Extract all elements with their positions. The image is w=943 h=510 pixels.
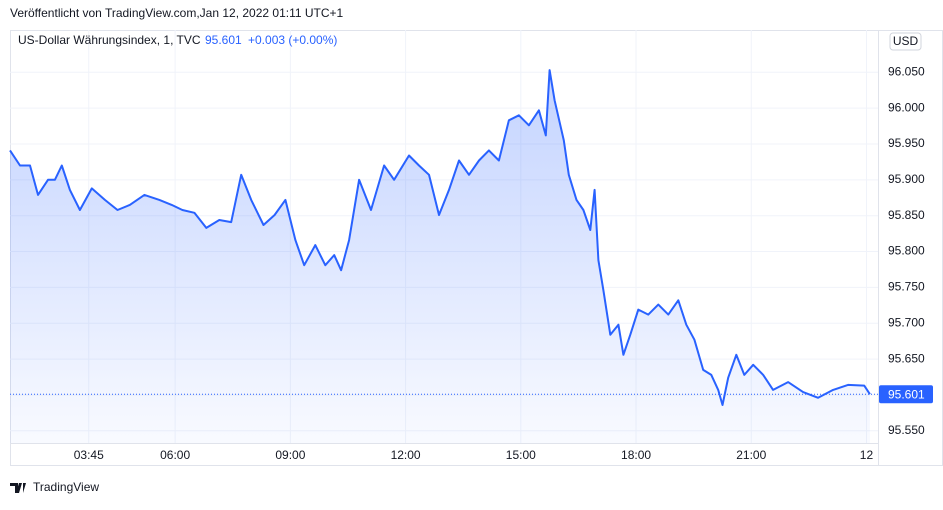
- legend-symbol: US-Dollar Währungsindex, 1, TVC: [18, 33, 201, 47]
- y-tick-label: 95.700: [888, 315, 925, 329]
- legend-price: 95.601: [205, 33, 242, 47]
- price-line: [9, 69, 871, 406]
- y-tick-label: 95.650: [888, 351, 925, 365]
- y-tick-label: 96.050: [888, 64, 925, 78]
- currency-badge[interactable]: [889, 32, 922, 51]
- last-price-badge: [879, 385, 933, 404]
- legend-change: +0.003 (+0.00%): [248, 33, 337, 47]
- y-tick-label: 95.900: [888, 172, 925, 186]
- brand-logo: [10, 483, 26, 493]
- published-note: Veröffentlicht von TradingView.com,Jan 1…: [10, 6, 344, 20]
- x-tick-label: 15:00: [506, 448, 536, 462]
- brand-name: TradingView: [33, 480, 99, 494]
- x-tick-label: 12:00: [391, 448, 421, 462]
- last-price-label: 95.601: [888, 387, 925, 401]
- x-tick-label: 03:45: [74, 448, 104, 462]
- x-tick-label: 09:00: [275, 448, 305, 462]
- area: [10, 70, 870, 443]
- y-tick-label: 95.550: [888, 423, 925, 437]
- y-tick-label: 95.800: [888, 244, 925, 258]
- x-tick-label: 06:00: [160, 448, 190, 462]
- y-tick-label: 96.000: [888, 100, 925, 114]
- plot: [9, 69, 878, 443]
- currency-label[interactable]: USD: [893, 34, 919, 48]
- y-tick-label: 95.750: [888, 280, 925, 294]
- y-tick-label: 95.850: [888, 208, 925, 222]
- y-tick-label: 95.950: [888, 136, 925, 150]
- x-tick-label: 12: [860, 448, 874, 462]
- axes: 95.55095.60095.65095.70095.75095.80095.8…: [74, 64, 933, 462]
- x-tick-label: 18:00: [621, 448, 651, 462]
- x-tick-label: 21:00: [736, 448, 766, 462]
